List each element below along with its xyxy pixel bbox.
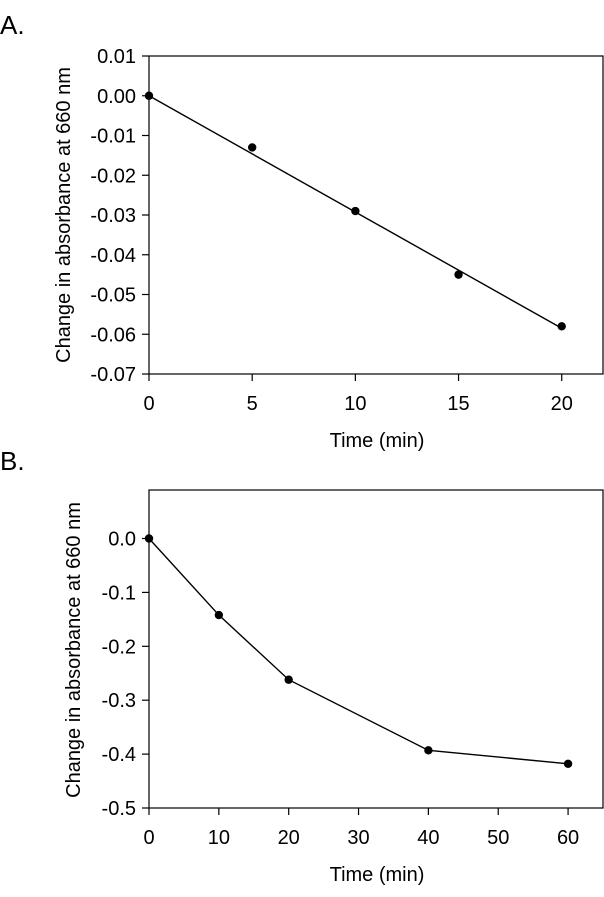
panel-a-y-tick-label: -0.05 (90, 285, 136, 307)
panel-a-data-point (351, 206, 360, 216)
panel-b-x-tick-label: 60 (557, 827, 579, 849)
panel-b: B. 0.0 -0.1 -0.2 -0.3 -0.4 -0.5 0 10 20 30 40 50 60… (0, 446, 604, 886)
panel-b-plot-frame (148, 489, 604, 809)
panel-a: A. 0.01 0.00 -0.01 -0.02 -0.03 -0.04 -0.05 -0.0… (0, 10, 604, 452)
panel-a-data-point (144, 91, 154, 100)
panel-b-label: B. (0, 446, 25, 476)
panel-a-y-tick-label: -0.04 (90, 245, 136, 267)
panel-b-y-tick-label: -0.2 (102, 636, 136, 658)
panel-b-y-tick-label: 0.0 (108, 529, 136, 551)
panel-b-y-tick-label: -0.1 (102, 582, 136, 604)
panel-b-data-point (563, 759, 573, 769)
panel-b-x-tick-label: 0 (143, 827, 154, 849)
panel-a-data-point (454, 270, 463, 279)
panel-a-plot-frame (148, 55, 604, 375)
panel-b-x-tick-label: 10 (208, 827, 230, 849)
panel-b-x-tick-label: 20 (278, 827, 300, 849)
panel-a-y-tick-label: -0.03 (90, 205, 136, 227)
panel-b-y-axis: 0.0 -0.1 -0.2 -0.3 -0.4 -0.5 (102, 529, 149, 820)
panel-b-data-point (144, 534, 154, 543)
panel-b-data-point (284, 675, 293, 684)
panel-b-y-tick-label: -0.4 (102, 744, 136, 766)
panel-a-data-point (247, 143, 257, 152)
panel-a-y-tick-label: 0.00 (97, 86, 136, 108)
panel-b-series-line (148, 538, 569, 765)
panel-b-x-axis: 0 10 20 30 40 50 60 (143, 808, 579, 849)
panel-a-data-point (557, 322, 566, 331)
panel-a-y-tick-label: -0.02 (90, 165, 136, 187)
panel-b-data-point (214, 610, 224, 620)
panel-a-x-tick-label: 20 (551, 393, 573, 415)
panel-a-x-tick-label: 10 (344, 393, 366, 415)
panel-b-x-tick-label: 30 (347, 827, 369, 849)
panel-b-y-tick-label: -0.3 (102, 690, 136, 712)
panel-a-y-tick-label: -0.06 (90, 324, 136, 346)
panel-a-y-axis-label: Change in absorbance at 660 nm (53, 67, 75, 363)
panel-a-x-tick-label: 5 (247, 393, 258, 415)
panel-b-y-tick-label: -0.5 (102, 798, 136, 820)
panel-b-x-tick-label: 40 (417, 827, 439, 849)
panel-b-y-axis-label: Change in absorbance at 660 nm (63, 502, 85, 798)
panel-a-x-tick-label: 0 (143, 393, 154, 415)
panel-a-y-axis: 0.01 0.00 -0.01 -0.02 -0.03 -0.04 -0.05 -0.06 -0… (90, 46, 149, 386)
panel-b-data-point (424, 746, 433, 755)
panel-a-x-axis: 0 5 10 15 20 (143, 374, 573, 415)
panel-a-x-axis-label: Time (min) (330, 430, 425, 452)
panel-a-y-tick-label: 0.01 (97, 46, 136, 68)
panel-b-marks (144, 534, 573, 769)
panel-a-marks (144, 91, 566, 331)
panel-a-label: A. (0, 10, 25, 40)
panel-a-y-tick-label: -0.07 (90, 364, 136, 386)
panel-a-y-tick-label: -0.01 (90, 126, 136, 148)
panel-a-x-tick-label: 15 (447, 393, 469, 415)
panel-b-x-axis-label: Time (min) (330, 864, 425, 886)
panel-b-x-tick-label: 50 (487, 827, 509, 849)
